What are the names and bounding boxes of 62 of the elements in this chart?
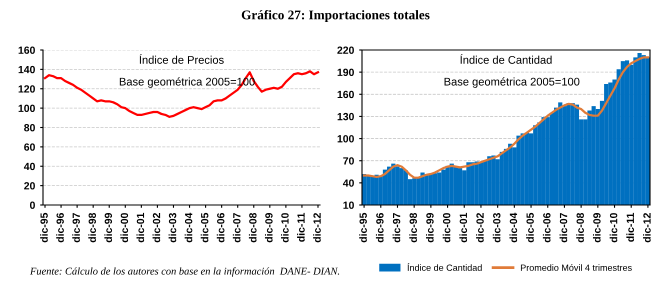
y-tick-label: 160 (18, 46, 35, 54)
y-tick-label: 130 (338, 112, 354, 120)
legend-label: Promedio Móvil 4 trimestres (520, 264, 632, 271)
x-tick-label: dic-02 (152, 213, 160, 242)
x-tick-label: dic-00 (120, 213, 128, 242)
y-tick-label: 190 (338, 68, 354, 76)
x-tick-label: dic-11 (297, 212, 305, 242)
x-tick-label: dic-06 (216, 213, 224, 242)
line-series (44, 70, 320, 118)
x-tick-label: dic-05 (526, 212, 534, 242)
y-tick-label: 220 (337, 46, 354, 54)
y-tick-label: 70 (343, 157, 354, 165)
x-tick-label: dic-03 (492, 213, 500, 242)
y-tick-label: 140 (18, 66, 35, 74)
x-tick-label: dic-10 (281, 213, 289, 242)
x-tick-label: dic-01 (459, 212, 468, 242)
x-tick-label: dic-99 (104, 213, 112, 242)
x-tick-label: dic-04 (184, 212, 192, 242)
x-tick-label: dic-12 (313, 213, 321, 242)
legend-label: Índice de Cantidad (408, 262, 482, 271)
x-tick-label: dic-96 (376, 213, 384, 242)
x-tick-label: dic-03 (168, 213, 176, 242)
x-tick-label: dic-95 (359, 212, 367, 242)
y-tick-label: 80 (24, 124, 35, 132)
annotation: Base geométrica 2005=100 (444, 77, 580, 88)
x-tick-label: dic-11 (626, 212, 634, 242)
x-tick-label: dic-98 (409, 212, 417, 242)
x-tick-label: dic-06 (542, 213, 551, 242)
y-tick-label: 100 (18, 104, 35, 112)
x-tick-label: dic-09 (592, 213, 601, 242)
line-series (362, 56, 650, 179)
y-tick-label: 40 (342, 179, 354, 187)
y-tick-label: 160 (338, 90, 354, 98)
x-tick-label: dic-04 (509, 212, 518, 242)
y-tick-label: 20 (24, 182, 35, 190)
x-tick-label: dic-96 (56, 213, 64, 242)
y-tick-label: 60 (24, 143, 35, 151)
x-tick-label: dic-98 (88, 212, 96, 242)
y-tick-label: 0 (30, 202, 35, 209)
x-tick-label: dic-00 (442, 213, 450, 242)
annotation: Índice de Cantidad (460, 54, 552, 64)
x-tick-label: dic-08 (576, 212, 584, 242)
x-tick-label: dic-08 (248, 212, 257, 242)
x-tick-label: dic-12 (643, 213, 651, 242)
y-tick-label: 100 (338, 135, 354, 142)
x-tick-label: dic-95 (40, 212, 48, 242)
x-tick-label: dic-09 (264, 213, 273, 242)
annotation: Índice de Precios (140, 54, 224, 64)
x-tick-label: dic-97 (72, 213, 80, 242)
x-tick-label: dic-01 (136, 212, 144, 242)
y-tick-label: 40 (24, 162, 35, 170)
x-tick-label: dic-07 (232, 213, 240, 242)
source-note: Fuente: Cálculo de los autores con base en la información DANE- DIAN. (30, 267, 340, 277)
x-tick-label: dic-99 (426, 213, 434, 242)
x-tick-label: dic-07 (560, 213, 568, 242)
x-tick-label: dic-10 (610, 213, 618, 242)
x-tick-label: dic-97 (392, 213, 400, 242)
x-tick-label: dic-02 (476, 213, 484, 242)
y-tick-label: 120 (18, 85, 35, 93)
chart-title: Gráfico 27: Importaciones totales (242, 10, 430, 22)
x-tick-label: dic-05 (200, 212, 208, 242)
y-tick-label: 10 (343, 202, 354, 209)
